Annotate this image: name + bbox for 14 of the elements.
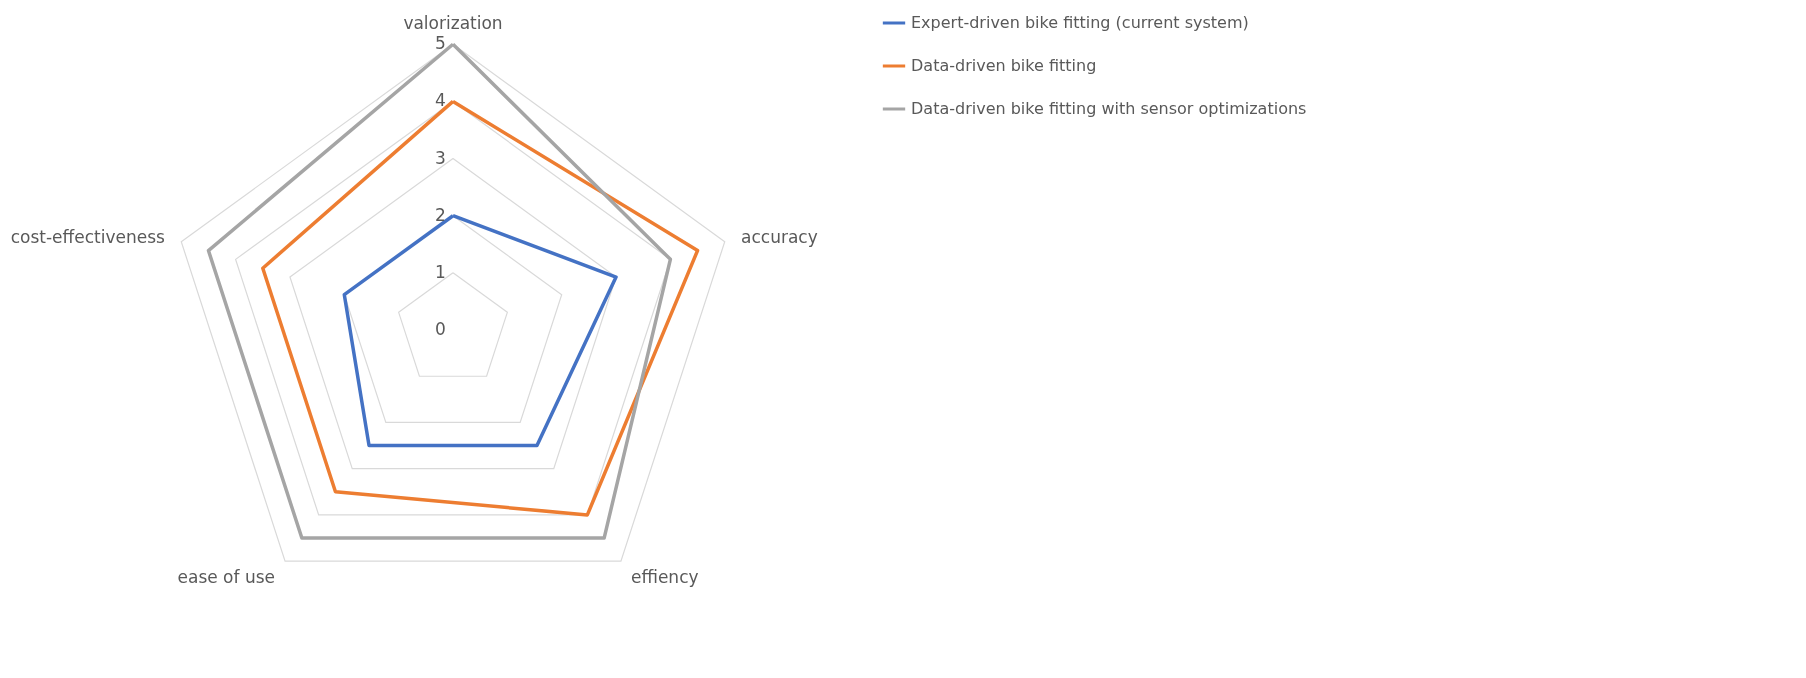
legend-label: Data-driven bike fitting [911,56,1097,75]
y-tick-label: 0 [435,319,446,339]
spoke-label: effiency [631,567,699,588]
legend-label: Data-driven bike fitting with sensor optimizations [911,99,1307,118]
spoke-label: accuracy [741,227,818,248]
y-tick-label: 5 [435,33,446,54]
y-tick-label: 3 [435,147,446,168]
y-tick-label: 4 [435,90,446,111]
y-tick-label: 2 [435,204,446,225]
spoke-label: cost-effectiveness [10,227,166,248]
spoke-label: valorization [403,12,503,33]
legend-label: Expert-driven bike fitting (current system) [911,13,1249,32]
spoke-label: ease of use [177,567,275,588]
y-tick-label: 1 [435,261,446,282]
